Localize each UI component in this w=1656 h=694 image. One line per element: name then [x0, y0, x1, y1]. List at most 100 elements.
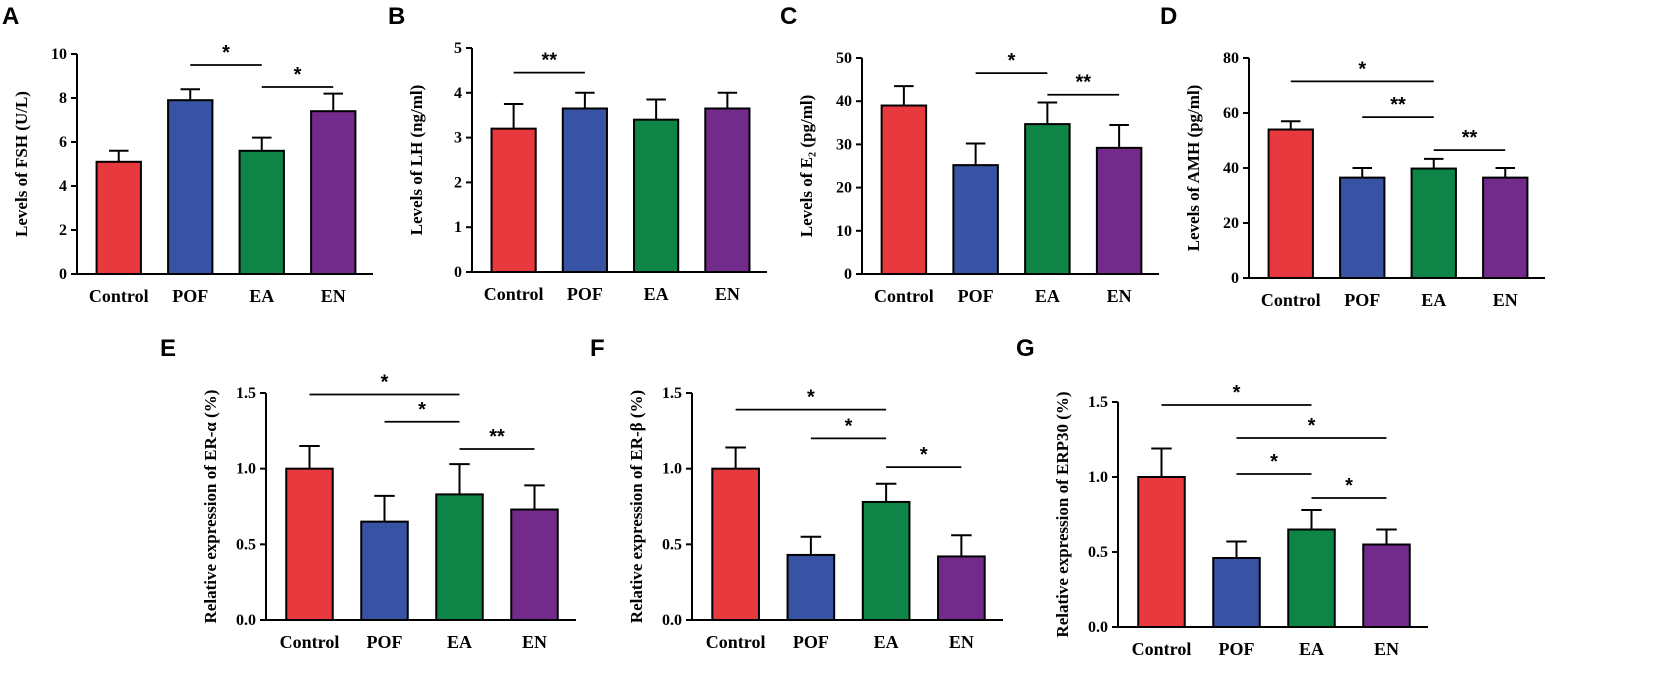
y-tick-label: 1.0	[236, 461, 256, 478]
y-axis-title: Levels of E₂ (pg/ml)	[797, 95, 816, 238]
bar-en	[704, 107, 751, 274]
y-tick-label: 10	[51, 46, 67, 63]
y-tick-label: 1.0	[662, 461, 682, 478]
y-tick-label: 8	[59, 90, 67, 107]
y-tick-label: 1.5	[236, 385, 256, 402]
category-label: EA	[1421, 290, 1446, 310]
panel-a: A Levels of FSH (U/L) 0 2 4 6 8 10 Control POF EA E…	[2, 3, 373, 306]
bar-control	[711, 467, 760, 621]
bar-pof	[1212, 557, 1261, 628]
category-label: EN	[321, 286, 346, 306]
bar-ea	[1024, 123, 1071, 276]
y-tick-label: 4	[454, 85, 462, 102]
significance-label: *	[294, 64, 302, 86]
panel-d: D Levels of AMH (pg/ml) 0 20 40 60 80 Control PO…	[1160, 3, 1545, 310]
significance-label: *	[920, 444, 928, 466]
category-label: POF	[172, 286, 208, 306]
significance-label: *	[1308, 415, 1316, 437]
y-tick-label: 0.5	[236, 536, 256, 553]
y-axis-title: Relative expression of ERP30 (%)	[1053, 391, 1072, 637]
significance-label: **	[1075, 72, 1091, 94]
significance-label: *	[845, 415, 853, 437]
bar-ea	[1287, 528, 1336, 628]
bar-control	[1137, 476, 1186, 628]
significance-label: *	[1270, 451, 1278, 473]
y-tick-label: 40	[836, 93, 852, 110]
panel-g: G Relative expression of ERP30 (%) 0.0 0.5 1…	[1016, 335, 1428, 659]
bar-ea	[435, 493, 484, 622]
y-tick-label: 30	[836, 136, 852, 153]
panel-letter: F	[590, 335, 605, 362]
bar-en	[1482, 176, 1529, 279]
panel-b: B Levels of LH (ng/ml) 0 1 2 3 4 5 Control POF EA E…	[388, 3, 767, 304]
y-tick-label: 0.5	[662, 536, 682, 553]
panel-letter: B	[388, 3, 405, 30]
y-tick-label: 0	[59, 266, 67, 283]
category-label: POF	[1344, 290, 1380, 310]
significance-label: **	[541, 50, 557, 72]
y-tick-label: 60	[1223, 105, 1239, 122]
significance-label: *	[1008, 50, 1016, 72]
bar-control	[285, 467, 334, 621]
category-label: EA	[1035, 286, 1060, 306]
category-label: Control	[484, 284, 544, 304]
significance-label: *	[807, 387, 815, 409]
y-tick-label: 0	[1231, 270, 1239, 287]
y-tick-label: 40	[1223, 160, 1239, 177]
category-label: EN	[949, 632, 974, 652]
bar-control	[490, 127, 537, 273]
category-label: Control	[89, 286, 149, 306]
y-tick-label: 10	[836, 223, 852, 240]
category-label: EA	[249, 286, 274, 306]
y-tick-label: 80	[1223, 50, 1239, 67]
significance-label: *	[1358, 58, 1366, 80]
category-label: POF	[567, 284, 603, 304]
category-label: Control	[706, 632, 766, 652]
significance-label: **	[489, 426, 505, 448]
y-tick-label: 0.5	[1088, 544, 1108, 561]
category-label: POF	[1219, 639, 1255, 659]
bar-en	[510, 508, 559, 622]
y-tick-label: 5	[454, 40, 462, 57]
category-label: POF	[367, 632, 403, 652]
significance-label: *	[418, 399, 426, 421]
y-axis-title: Relative expression of ER-β (%)	[627, 390, 646, 623]
bar-pof	[1339, 176, 1386, 279]
significance-label: *	[381, 372, 389, 394]
significance-label: **	[1390, 94, 1406, 116]
bar-ea	[861, 500, 911, 621]
y-tick-label: 1.5	[662, 385, 682, 402]
category-label: Control	[1132, 639, 1192, 659]
y-axis-title: Levels of AMH (pg/ml)	[1184, 85, 1203, 252]
significance-label: *	[1345, 475, 1353, 497]
y-axis-title: Levels of FSH (U/L)	[12, 91, 31, 237]
panel-letter: C	[780, 3, 797, 30]
panel-f: F Relative expression of ER-β (%) 0.0 0.5 1.…	[590, 335, 1003, 652]
category-label: EN	[1374, 639, 1399, 659]
category-label: EN	[1107, 286, 1132, 306]
y-tick-label: 6	[59, 134, 67, 151]
y-tick-label: 1.5	[1088, 394, 1108, 411]
bar-control	[95, 160, 142, 275]
panel-letter: E	[160, 335, 176, 362]
y-tick-label: 20	[1223, 215, 1239, 232]
y-tick-label: 50	[836, 50, 852, 67]
panel-c: C Levels of E₂ (pg/ml) 0 10 20 30 40 50 Control P…	[780, 3, 1159, 306]
y-tick-label: 2	[454, 174, 462, 191]
bar-pof	[786, 553, 836, 622]
category-label: Control	[280, 632, 340, 652]
bar-ea	[633, 118, 680, 274]
bar-en	[1362, 543, 1411, 628]
y-axis-title: Levels of LH (ng/ml)	[407, 85, 426, 236]
bar-pof	[561, 107, 608, 274]
bar-en	[937, 555, 986, 622]
y-axis-title: Relative expression of ER-α (%)	[201, 390, 220, 624]
y-tick-label: 3	[454, 130, 462, 147]
significance-label: **	[1462, 127, 1478, 149]
bar-en	[310, 110, 357, 275]
bar-control	[1267, 128, 1314, 279]
category-label: EA	[1299, 639, 1324, 659]
panel-letter: G	[1016, 335, 1035, 362]
category-label: EA	[447, 632, 472, 652]
bar-en	[1095, 146, 1143, 275]
